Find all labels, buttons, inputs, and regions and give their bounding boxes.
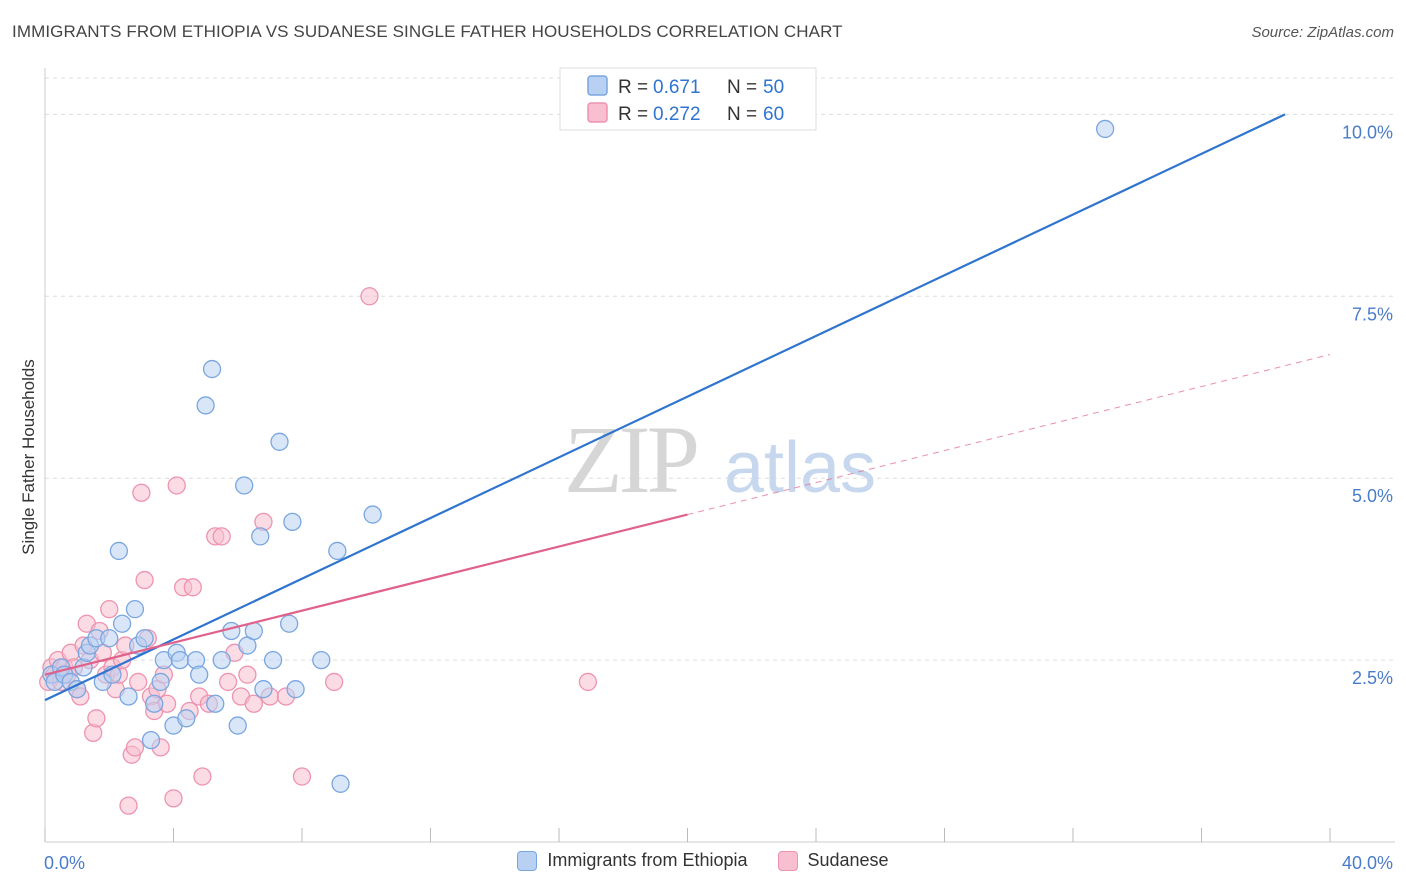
watermark: ZIP atlas	[564, 406, 876, 513]
point-ethiopia[interactable]	[135, 629, 154, 648]
point-sudanese[interactable]	[238, 665, 257, 684]
legend-item-ethiopia[interactable]: Immigrants from Ethiopia	[517, 850, 748, 871]
point-ethiopia[interactable]	[145, 694, 164, 713]
point-ethiopia[interactable]	[328, 541, 347, 561]
point-sudanese[interactable]	[100, 600, 119, 619]
y-tick-label: 2.5%	[1352, 668, 1393, 688]
point-ethiopia[interactable]	[170, 650, 190, 670]
trendline-ethiopia	[44, 113, 1286, 702]
legend-r-value: 0.671	[653, 77, 701, 98]
point-ethiopia[interactable]	[125, 600, 145, 619]
point-sudanese[interactable]	[360, 287, 379, 306]
grid-lines	[45, 77, 1395, 661]
legend-n-value: 50	[763, 77, 784, 98]
point-ethiopia[interactable]	[100, 629, 119, 648]
point-ethiopia[interactable]	[270, 432, 289, 451]
trendline-sudanese	[44, 513, 688, 676]
point-ethiopia[interactable]	[331, 774, 350, 793]
y-tick-label: 7.5%	[1352, 304, 1393, 324]
point-ethiopia[interactable]	[119, 687, 138, 706]
point-sudanese[interactable]	[193, 767, 212, 786]
point-sudanese[interactable]	[244, 694, 263, 713]
point-sudanese[interactable]	[292, 767, 312, 786]
point-ethiopia[interactable]	[251, 527, 270, 546]
point-ethiopia[interactable]	[254, 680, 273, 699]
point-ethiopia[interactable]	[283, 512, 302, 531]
legend-n-value: 60	[763, 104, 784, 125]
point-sudanese[interactable]	[183, 578, 202, 597]
point-sudanese[interactable]	[87, 709, 106, 728]
point-ethiopia[interactable]	[112, 614, 132, 633]
point-ethiopia[interactable]	[263, 650, 283, 670]
point-sudanese[interactable]	[129, 672, 148, 692]
x-tick-label: 40.0%	[1342, 853, 1393, 873]
point-ethiopia[interactable]	[206, 694, 225, 713]
point-sudanese[interactable]	[135, 570, 154, 590]
axes	[44, 68, 1395, 843]
point-ethiopia[interactable]	[286, 680, 305, 699]
point-sudanese[interactable]	[119, 796, 138, 815]
legend-r-label: R =	[618, 104, 648, 125]
legend-swatch-sudanese	[587, 102, 608, 123]
point-ethiopia[interactable]	[312, 650, 331, 670]
point-ethiopia[interactable]	[1095, 119, 1115, 139]
legend-label-ethiopia: Immigrants from Ethiopia	[547, 850, 748, 870]
source-label: Source: ZipAtlas.com	[1251, 24, 1394, 41]
point-sudanese[interactable]	[324, 672, 344, 692]
point-ethiopia[interactable]	[190, 665, 209, 684]
stats-legend: R = 0.671 N = 50 R = 0.272 N = 60	[559, 67, 817, 131]
x-tick-label: 0.0%	[44, 853, 85, 873]
chart-title: IMMIGRANTS FROM ETHIOPIA VS SUDANESE SIN…	[12, 22, 843, 41]
legend-item-sudanese[interactable]: Sudanese	[777, 850, 889, 871]
point-ethiopia[interactable]	[212, 650, 231, 670]
point-sudanese[interactable]	[164, 789, 183, 808]
point-ethiopia[interactable]	[235, 476, 254, 495]
point-ethiopia[interactable]	[151, 672, 170, 692]
point-ethiopia[interactable]	[363, 505, 382, 524]
point-sudanese[interactable]	[167, 476, 186, 495]
legend-swatch-ethiopia	[517, 850, 538, 871]
legend-swatch-ethiopia	[587, 75, 608, 96]
point-sudanese[interactable]	[218, 672, 238, 692]
trendline-sudanese-extension	[687, 354, 1331, 516]
point-sudanese[interactable]	[125, 738, 145, 757]
watermark-zip: ZIP	[564, 406, 697, 513]
point-ethiopia[interactable]	[177, 709, 196, 728]
point-ethiopia[interactable]	[109, 541, 129, 561]
y-tick-label: 5.0%	[1352, 486, 1393, 506]
legend-r-value: 0.272	[653, 104, 701, 125]
point-ethiopia[interactable]	[222, 621, 241, 641]
y-tick-label: 10.0%	[1342, 122, 1393, 142]
y-axis-label: Single Father Households	[19, 359, 38, 555]
legend-n-label: N =	[727, 104, 757, 125]
point-sudanese[interactable]	[578, 672, 598, 692]
point-ethiopia[interactable]	[279, 614, 299, 633]
point-sudanese[interactable]	[212, 527, 231, 546]
legend-swatch-sudanese	[777, 850, 798, 871]
point-ethiopia[interactable]	[228, 716, 247, 735]
point-sudanese[interactable]	[132, 483, 151, 502]
point-ethiopia[interactable]	[141, 730, 161, 750]
point-ethiopia[interactable]	[202, 359, 222, 379]
series-legend: Immigrants from Ethiopia Sudanese	[0, 850, 1406, 871]
point-ethiopia[interactable]	[196, 396, 215, 415]
watermark-atlas: atlas	[724, 428, 876, 508]
legend-label-sudanese: Sudanese	[807, 850, 889, 870]
legend-r-label: R =	[618, 77, 648, 98]
legend-n-label: N =	[727, 77, 757, 98]
